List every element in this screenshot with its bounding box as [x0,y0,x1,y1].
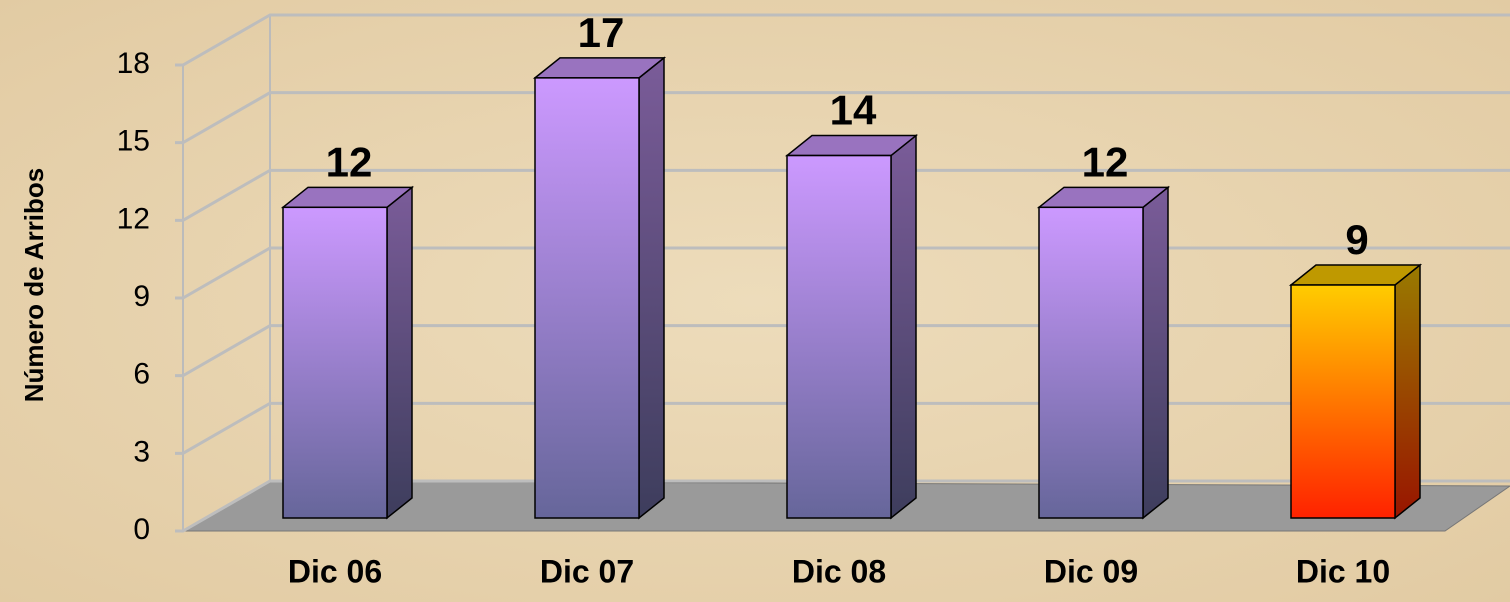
data-label: 12 [1082,138,1129,185]
y-tick-label: 9 [133,280,150,313]
y-tick-label: 18 [117,47,150,80]
bar [1290,284,1396,519]
x-tick-label: Dic 06 [288,553,382,589]
x-tick-label: Dic 07 [540,553,634,589]
grid-line [175,13,1510,67]
bar [786,154,892,519]
grid-line [175,91,1510,145]
y-tick-label: 12 [117,202,150,235]
bar [534,77,640,519]
y-tick-label: 15 [117,125,150,158]
y-tick-label: 0 [133,513,150,546]
data-label: 14 [830,87,877,134]
bar-side [1394,263,1421,520]
y-tick-label: 6 [133,358,150,391]
data-label: 9 [1345,216,1368,263]
bar-side [890,133,917,520]
bar [282,206,388,519]
bar-side [1142,185,1169,520]
data-label: 17 [578,9,625,56]
bar-side [638,56,665,520]
bar [1038,206,1144,519]
bar-side [386,185,413,520]
y-tick-label: 3 [133,435,150,468]
y-axis-label: Número de Arribos [19,168,49,403]
x-tick-label: Dic 09 [1044,553,1138,589]
data-label: 12 [326,138,373,185]
x-tick-label: Dic 10 [1296,553,1390,589]
x-tick-label: Dic 08 [792,553,886,589]
